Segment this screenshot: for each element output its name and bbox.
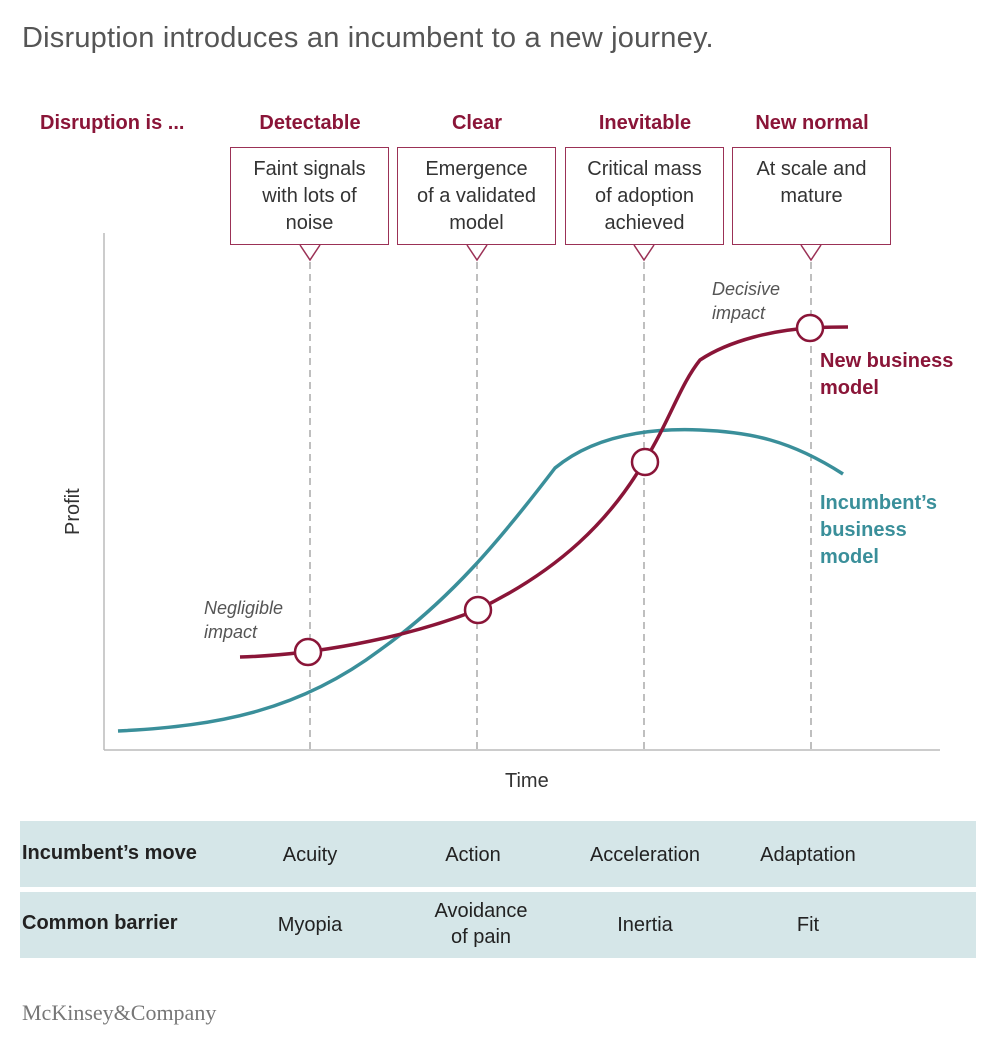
decisive-impact-annotation: Decisive impact xyxy=(712,279,781,323)
stage-marker xyxy=(795,313,825,343)
stage-box-inevitable: Critical mass of adoption achieved xyxy=(565,147,724,245)
box-pointer xyxy=(466,244,488,262)
stage-marker xyxy=(630,447,660,477)
stage-header-clear: Clear xyxy=(451,112,503,134)
negligible-impact-annotation: Negligible impact xyxy=(204,598,284,642)
mckinsey-logo: McKinsey&Company xyxy=(22,1000,217,1025)
stage-box-clear: Emergence of a validated model xyxy=(397,147,556,245)
stage-box-new-normal: At scale and mature xyxy=(732,147,891,245)
stage-desc: At scale and mature xyxy=(756,158,867,207)
stage-header-detectable: Detectable xyxy=(259,112,361,134)
box-pointer xyxy=(633,244,655,262)
y-axis-label: Profit xyxy=(62,488,84,535)
incumbent-model-label: Incumbent’s business model xyxy=(820,492,938,568)
row-label: Common barrier xyxy=(22,912,178,934)
stage-header-new-normal: New normal xyxy=(755,112,869,134)
stage-marker xyxy=(463,595,493,625)
new-model-label: New business model xyxy=(820,350,954,399)
new-model-curve xyxy=(239,325,849,659)
table-cell: Myopia xyxy=(277,914,343,936)
table-cell: Fit xyxy=(796,914,820,936)
table-cell: Avoidance of pain xyxy=(434,900,528,948)
stage-box-detectable: Faint signals with lots of noise xyxy=(230,147,389,245)
table-cell: Inertia xyxy=(617,914,673,936)
table-row-common-barrier: Common barrier Myopia Avoidance of pain … xyxy=(20,892,976,958)
stage-desc: Emergence of a validated model xyxy=(417,158,536,234)
stages-intro: Disruption is ... xyxy=(40,112,185,134)
table-cell: Acceleration xyxy=(589,844,701,866)
stage-desc: Critical mass of adoption achieved xyxy=(587,158,702,234)
stage-desc: Faint signals with lots of noise xyxy=(253,158,366,234)
table-cell: Action xyxy=(445,844,501,866)
table-row-incumbent-move: Incumbent’s move Acuity Action Accelerat… xyxy=(20,821,976,887)
page-title: Disruption introduces an incumbent to a … xyxy=(22,22,714,54)
table-cell: Adaptation xyxy=(760,844,856,866)
stage-marker xyxy=(293,637,323,667)
stage-header-inevitable: Inevitable xyxy=(598,112,692,134)
box-pointer xyxy=(800,244,822,262)
x-axis-label: Time xyxy=(505,770,549,792)
incumbent-curve xyxy=(117,427,844,733)
box-pointer xyxy=(299,244,321,262)
row-label: Incumbent’s move xyxy=(22,842,197,864)
table-cell: Acuity xyxy=(282,844,338,866)
